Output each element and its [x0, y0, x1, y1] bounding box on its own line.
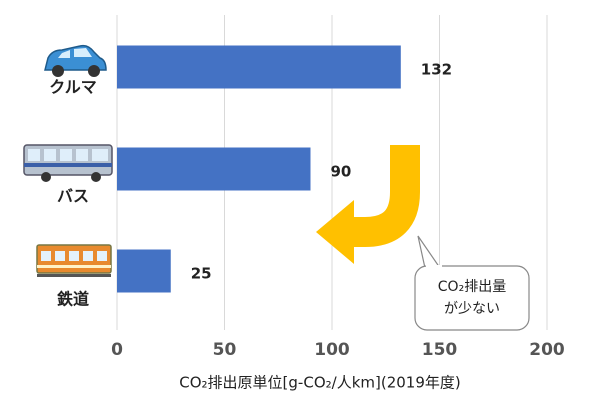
bars — [117, 45, 401, 293]
value-label: 132 — [421, 61, 452, 79]
x-tick-label: 200 — [529, 340, 565, 360]
callout: CO₂排出量 が少ない — [414, 235, 530, 331]
bar — [117, 45, 401, 89]
x-tick-label: 150 — [422, 340, 458, 360]
bus-icon — [23, 144, 113, 182]
bar — [117, 147, 311, 191]
arrow — [316, 145, 420, 264]
x-tick-label: 100 — [314, 340, 350, 360]
x-tick-label: 0 — [111, 340, 123, 360]
annotation-line: CO₂排出量 — [438, 279, 506, 295]
value-label: 90 — [331, 163, 352, 181]
car-icon — [44, 44, 107, 77]
train-icon — [36, 244, 112, 277]
category-label: クルマ — [49, 78, 97, 97]
x-axis-label: CO₂排出原単位[g-CO₂/人km](2019年度) — [179, 374, 460, 392]
annotation-line: が少ない — [444, 301, 500, 317]
value-label: 25 — [191, 265, 212, 283]
category-label: 鉄道 — [57, 290, 89, 309]
category-label: バス — [57, 187, 89, 206]
x-tick-label: 50 — [213, 340, 237, 360]
bar — [117, 249, 171, 293]
